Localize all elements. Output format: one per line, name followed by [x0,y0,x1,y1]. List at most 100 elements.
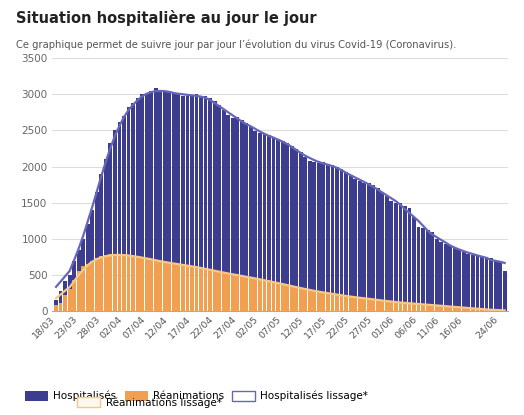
Bar [344,172,348,311]
Bar [439,242,443,311]
Legend: Réanimations lissage*: Réanimations lissage* [73,393,226,412]
Legend: Hospitalisés, Réanimations, Hospitalisés lissage*: Hospitalisés, Réanimations, Hospitalisés… [21,387,373,405]
Bar [453,307,457,311]
Bar [226,273,230,311]
Bar [471,308,475,311]
Bar [398,303,402,311]
Bar [412,217,416,311]
Bar [136,256,139,311]
Bar [254,131,257,311]
Bar [59,291,62,311]
Bar [417,304,420,311]
Bar [181,265,185,311]
Bar [430,232,434,311]
Bar [113,130,117,311]
Bar [435,305,439,311]
Text: Situation hospitalière au jour le jour: Situation hospitalière au jour le jour [16,10,316,27]
Bar [457,307,461,311]
Bar [172,93,176,311]
Bar [389,201,394,311]
Bar [267,135,271,311]
Bar [163,262,167,311]
Bar [444,306,447,311]
Bar [285,285,289,311]
Bar [90,210,94,311]
Bar [353,297,357,311]
Bar [449,245,452,311]
Bar [489,259,493,311]
Bar [240,120,244,311]
Bar [453,248,457,311]
Bar [462,308,466,311]
Bar [235,117,239,311]
Bar [154,88,158,311]
Bar [367,299,370,311]
Bar [222,110,226,311]
Bar [190,266,194,311]
Bar [117,122,122,311]
Bar [303,289,307,311]
Bar [321,293,325,311]
Bar [231,274,235,311]
Bar [462,252,466,311]
Bar [95,259,99,311]
Bar [290,286,293,311]
Bar [122,116,126,311]
Bar [167,91,171,311]
Bar [358,181,362,311]
Bar [403,303,407,311]
Bar [394,203,398,311]
Bar [348,175,353,311]
Bar [326,293,330,311]
Bar [208,98,212,311]
Bar [100,174,103,311]
Bar [335,167,339,311]
Bar [476,256,479,311]
Bar [140,257,144,311]
Bar [421,304,425,311]
Bar [312,162,316,311]
Bar [403,206,407,311]
Bar [285,144,289,311]
Bar [185,266,189,311]
Bar [72,280,76,311]
Bar [199,96,203,311]
Bar [372,299,375,311]
Bar [86,225,90,311]
Bar [267,281,271,311]
Bar [376,188,380,311]
Bar [376,300,380,311]
Bar [127,107,130,311]
Bar [68,275,72,311]
Bar [439,306,443,311]
Bar [158,261,162,311]
Bar [412,304,416,311]
Bar [372,186,375,311]
Bar [449,307,452,311]
Bar [113,254,117,311]
Bar [421,228,425,311]
Bar [303,157,307,311]
Bar [86,264,90,311]
Bar [290,146,293,311]
Bar [154,261,158,311]
Bar [127,256,130,311]
Bar [81,239,85,311]
Bar [299,288,303,311]
Bar [299,152,303,311]
Bar [394,302,398,311]
Bar [340,169,343,311]
Bar [254,279,257,311]
Bar [177,264,180,311]
Bar [54,300,58,311]
Bar [204,269,208,311]
Bar [231,118,235,311]
Bar [95,192,99,311]
Bar [208,270,212,311]
Bar [77,271,81,311]
Bar [380,192,384,311]
Bar [326,164,330,311]
Bar [258,133,262,311]
Bar [100,256,103,311]
Bar [321,162,325,311]
